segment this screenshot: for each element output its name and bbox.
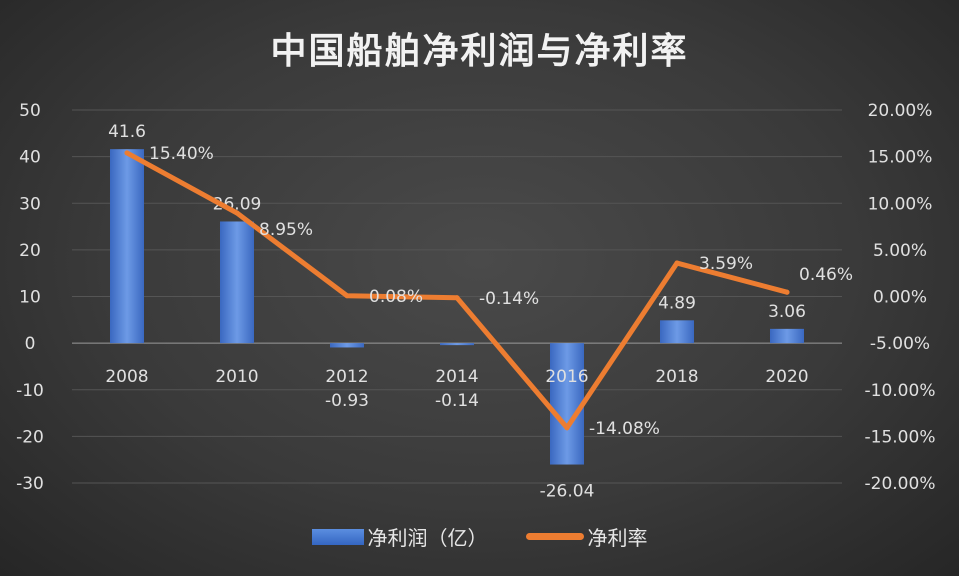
bar-data-label: 3.06 (768, 302, 806, 322)
category-label: 2010 (215, 367, 258, 387)
legend-item-profit[interactable]: 净利润（亿） (311, 522, 488, 551)
legend: 净利润（亿） 净利率 (0, 522, 959, 551)
line-data-label: 3.59% (699, 254, 753, 274)
left-tick-label: 50 (19, 101, 41, 121)
line-point (454, 295, 460, 301)
category-label: 2018 (655, 367, 698, 387)
bar (110, 149, 144, 344)
left-tick-label: 40 (19, 148, 41, 168)
left-tick-label: 30 (19, 194, 41, 214)
line-data-label: -14.08% (589, 419, 660, 439)
line-point (344, 293, 350, 299)
chart-title: 中国船舶净利润与净利率 (270, 31, 689, 72)
left-tick-label: 10 (19, 288, 41, 308)
line-point (234, 210, 240, 216)
right-tick-label: -10.00% (865, 381, 936, 401)
right-tick-label: 15.00% (868, 148, 933, 168)
right-tick-label: 5.00% (873, 241, 927, 261)
bar (220, 221, 254, 344)
right-tick-label: 10.00% (868, 194, 933, 214)
line-data-label: 0.46% (799, 265, 853, 285)
line-point (674, 260, 680, 266)
bar-data-label: -0.14 (435, 391, 479, 411)
category-label: 2020 (765, 367, 808, 387)
category-label: 2008 (105, 367, 148, 387)
line-point (564, 425, 570, 431)
right-tick-label: 0.00% (873, 288, 927, 308)
right-tick-label: -20.00% (865, 474, 936, 494)
line-data-label: 0.08% (369, 287, 423, 307)
left-tick-label: 0 (25, 334, 36, 354)
bar (660, 320, 694, 344)
line-data-label: -0.14% (479, 289, 539, 309)
bar (440, 343, 474, 346)
bar-data-label: 41.6 (108, 122, 146, 142)
right-tick-label: -15.00% (865, 427, 936, 447)
legend-item-margin[interactable]: 净利率 (525, 522, 648, 551)
left-tick-label: -10 (16, 381, 44, 401)
left-tick-label: -30 (16, 474, 44, 494)
category-label: 2012 (325, 367, 368, 387)
bar-data-label: 26.09 (213, 194, 262, 214)
right-tick-label: -5.00% (870, 334, 930, 354)
legend-label-margin: 净利率 (587, 526, 648, 550)
right-tick-label: 20.00% (868, 101, 933, 121)
line-data-label: 8.95% (259, 220, 313, 240)
bar-data-label: 4.89 (658, 293, 696, 313)
line-data-label: 15.40% (149, 144, 214, 164)
left-tick-label: 20 (19, 241, 41, 261)
bar (770, 328, 804, 344)
legend-label-profit: 净利润（亿） (367, 526, 488, 550)
legend-swatch-bar (311, 528, 364, 545)
bar-data-label: -0.93 (325, 391, 369, 411)
line-point (124, 150, 130, 156)
category-label: 2016 (545, 367, 588, 387)
bar (550, 343, 584, 465)
category-label: 2014 (435, 367, 478, 387)
bar (330, 343, 364, 348)
left-tick-label: -20 (16, 427, 44, 447)
legend-swatch-line (525, 533, 584, 540)
bar-data-label: -26.04 (540, 482, 595, 502)
line-point (784, 289, 790, 295)
